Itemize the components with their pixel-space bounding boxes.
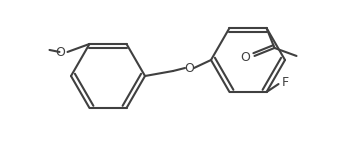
- Text: O: O: [184, 61, 194, 75]
- Text: F: F: [282, 76, 289, 89]
- Text: O: O: [56, 46, 66, 59]
- Text: O: O: [241, 51, 251, 64]
